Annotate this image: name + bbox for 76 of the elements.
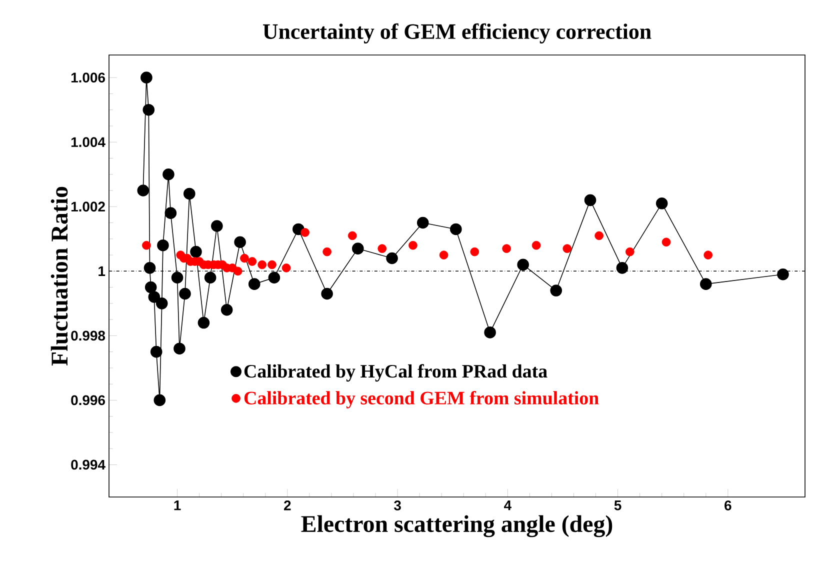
point (174, 342, 186, 354)
point (220, 304, 233, 316)
point (282, 264, 291, 272)
point (532, 240, 541, 250)
point (704, 250, 712, 260)
point (154, 394, 166, 406)
point (142, 240, 151, 250)
y-tick-label: 0.996 (71, 395, 105, 406)
point (484, 326, 496, 338)
y-tick-label: 1.004 (71, 137, 106, 148)
point (258, 260, 266, 270)
point (268, 260, 276, 270)
x-tick-label: 1 (174, 500, 181, 510)
point (470, 247, 480, 256)
point (322, 247, 332, 256)
y-axis-title: Fluctuation Ratio (50, 186, 68, 366)
point (352, 242, 364, 254)
point (626, 247, 634, 256)
point (204, 272, 216, 284)
point (616, 262, 628, 274)
point (142, 104, 155, 116)
point (179, 288, 191, 300)
point (148, 291, 160, 303)
point (662, 238, 671, 247)
y-tick-label: 1.006 (71, 72, 105, 83)
chart-title: Uncertainty of GEM efficiency correction (262, 23, 652, 44)
x-tick-label: 2 (284, 500, 291, 510)
x-tick-label: 4 (504, 500, 512, 510)
point (234, 236, 246, 248)
point (378, 244, 387, 253)
y-tick-label: 0.998 (71, 330, 106, 341)
point (439, 250, 448, 260)
point (408, 240, 418, 250)
point (144, 281, 157, 294)
point (171, 272, 184, 284)
point (777, 268, 789, 280)
point (450, 223, 462, 236)
point (198, 316, 210, 329)
point (248, 278, 260, 290)
point (517, 258, 529, 271)
point (157, 239, 169, 252)
point (656, 198, 668, 210)
x-tick-label: 6 (724, 500, 732, 510)
point (562, 244, 572, 253)
point (137, 184, 150, 196)
point (321, 288, 333, 300)
point (190, 246, 202, 258)
legend-label: Calibrated by HyCal from PRad data (244, 364, 548, 382)
point (240, 254, 249, 263)
point (156, 298, 168, 310)
point (416, 216, 429, 229)
point (150, 346, 162, 358)
y-tick-label: 1 (98, 266, 106, 276)
x-tick-label: 5 (614, 500, 622, 510)
point (700, 278, 712, 290)
point (162, 168, 174, 180)
point (502, 244, 511, 253)
x-axis-title: Electron scattering angle (deg) (301, 515, 612, 538)
point (550, 284, 562, 296)
point (348, 231, 357, 240)
point (233, 266, 242, 276)
point (144, 262, 156, 274)
point (248, 257, 257, 266)
point (300, 228, 310, 237)
point (584, 194, 596, 206)
point (164, 207, 177, 219)
point (386, 252, 398, 264)
point (183, 188, 196, 200)
x-tick-label: 3 (394, 500, 401, 510)
y-tick-label: 0.994 (71, 460, 106, 470)
point (268, 272, 280, 284)
legend-label: Calibrated by second GEM from simulation (244, 390, 599, 408)
y-tick-label: 1.002 (71, 202, 105, 212)
point (140, 72, 152, 84)
point (594, 231, 604, 240)
point (211, 220, 223, 232)
